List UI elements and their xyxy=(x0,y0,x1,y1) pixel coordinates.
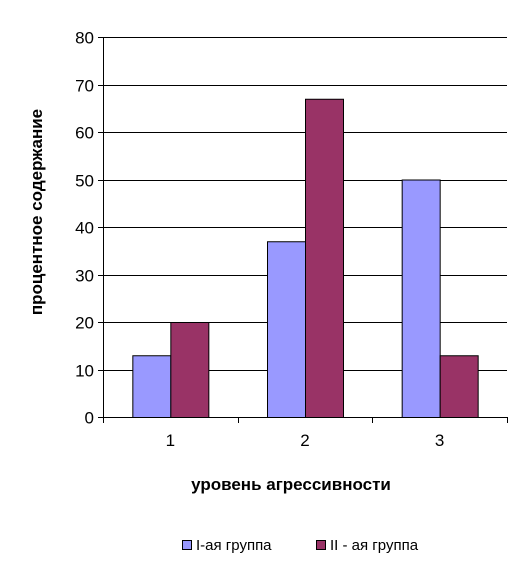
y-tick-label: 20 xyxy=(75,314,94,333)
legend-label: II - ая группа xyxy=(330,537,419,554)
bar-1-3 xyxy=(401,179,441,418)
bar-2-3 xyxy=(439,355,479,418)
y-tick-label: 60 xyxy=(75,124,94,143)
legend: I-ая группа II - ая группа xyxy=(182,537,419,554)
y-tick-label: 30 xyxy=(75,267,94,286)
legend-item: II - ая группа xyxy=(316,537,419,554)
y-tick-label: 0 xyxy=(85,409,94,428)
x-tick-label: 3 xyxy=(435,431,444,450)
x-tick-label: 1 xyxy=(166,431,175,450)
legend-swatch xyxy=(316,540,326,550)
x-axis-title: уровень агрессивности xyxy=(191,475,391,494)
bar-2-1 xyxy=(170,322,210,418)
bar-2-2 xyxy=(305,98,344,418)
bar-1-1 xyxy=(132,355,172,418)
x-tick-label: 2 xyxy=(300,431,309,450)
y-axis-title: процентное содержание xyxy=(27,109,46,315)
legend-swatch xyxy=(182,540,192,550)
y-tick-label: 50 xyxy=(75,172,94,191)
legend-item: I-ая группа xyxy=(182,537,272,554)
y-tick-label: 80 xyxy=(75,29,94,48)
y-tick-label: 70 xyxy=(75,77,94,96)
bar-1-2 xyxy=(267,241,306,418)
y-tick-label: 10 xyxy=(75,362,94,381)
legend-label: I-ая группа xyxy=(196,537,272,554)
bars xyxy=(132,98,479,418)
axes xyxy=(98,37,508,423)
y-tick-label: 40 xyxy=(75,219,94,238)
y-tick-labels: 0 10 20 30 40 50 60 70 80 xyxy=(75,29,94,428)
x-tick-labels: 1 2 3 xyxy=(166,431,445,450)
